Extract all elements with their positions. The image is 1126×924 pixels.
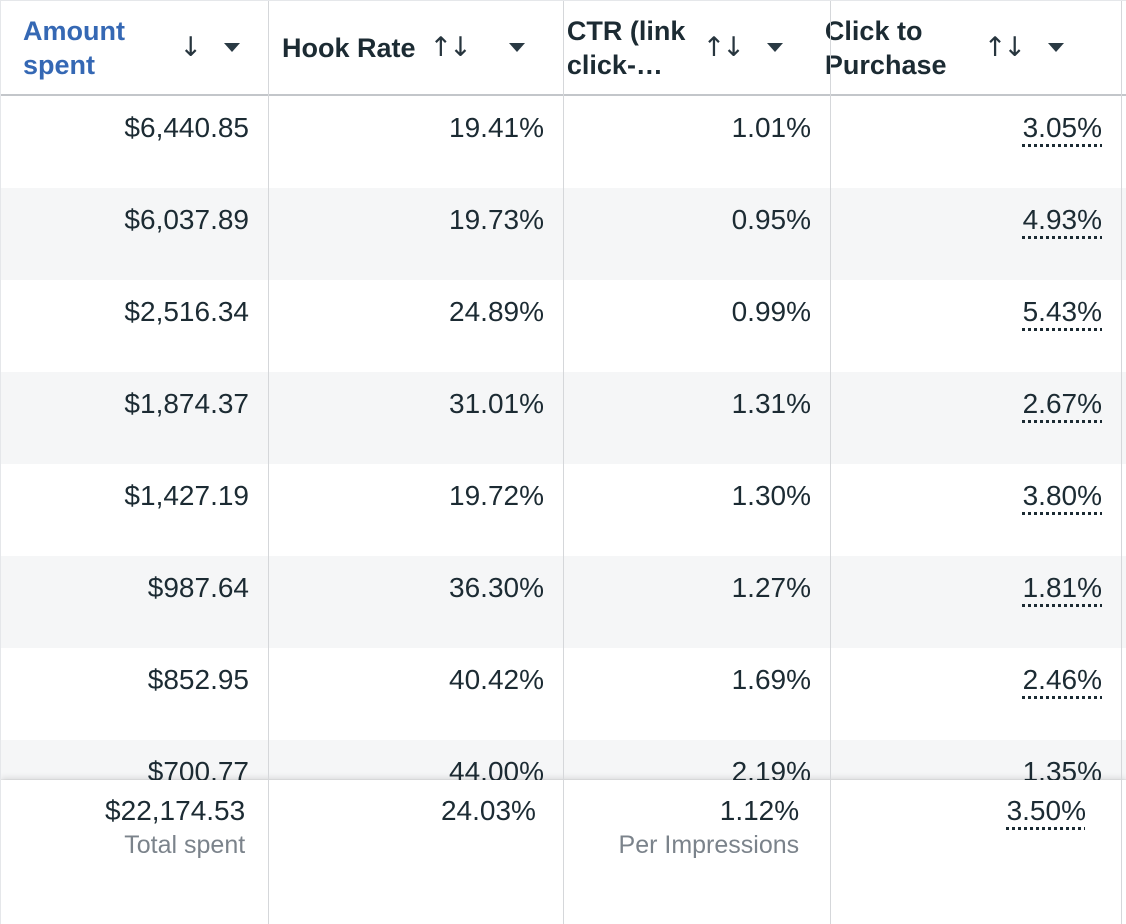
total-ctr: 1.12% Per Impressions [556, 780, 819, 924]
total-hook-rate: 24.03% [265, 780, 556, 924]
column-header-ctr[interactable]: CTR (link click-… ↑ ↓ [545, 1, 803, 94]
metric-tooltip-value[interactable]: 2.46% [1022, 664, 1102, 695]
metric-tooltip-value[interactable]: 3.80% [1022, 480, 1102, 511]
metric-tooltip-value[interactable]: 3.05% [1022, 112, 1102, 143]
cell-ctr: 0.99% [731, 296, 811, 327]
cell-amount-spent: $852.95 [147, 664, 249, 695]
cell-amount-spent: $1,427.19 [124, 480, 249, 511]
cell-ctr: 0.95% [731, 204, 811, 235]
cell-hook-rate: 19.73% [449, 204, 544, 235]
total-amount-spent: $22,174.53 Total spent [1, 780, 265, 924]
cell-hook-rate: 31.01% [449, 388, 544, 419]
cell-ctr: 1.69% [731, 664, 811, 695]
cell-click-to-purchase: 3.80% [831, 464, 1122, 556]
cell-hook-rate: 19.72% [449, 480, 544, 511]
next-column-sliver [1106, 780, 1126, 924]
metric-tooltip-value[interactable]: 4.93% [1022, 204, 1102, 235]
sort-toggle-icon[interactable]: ↑ ↓ [429, 32, 472, 63]
metric-tooltip-value[interactable]: 2.67% [1022, 388, 1102, 419]
cell-ctr: 1.27% [731, 572, 811, 603]
column-header-amount-spent[interactable]: Amount spent ↓ [1, 1, 260, 94]
cell-hook-rate: 36.30% [449, 572, 544, 603]
total-value: $22,174.53 [105, 795, 246, 826]
column-label: Amount spent [23, 15, 125, 80]
cell-ctr: 1.30% [731, 480, 811, 511]
caret-down-icon[interactable] [508, 43, 525, 52]
column-header-hook-rate[interactable]: Hook Rate ↑ ↓ [260, 1, 545, 94]
total-value: 1.12% [719, 795, 800, 826]
cell-amount-spent: $1,874.37 [124, 388, 249, 419]
cell-amount-spent: $2,516.34 [124, 296, 249, 327]
cell-ctr: 1.31% [731, 388, 811, 419]
caret-down-icon[interactable] [766, 43, 783, 52]
cell-amount-spent: $987.64 [147, 572, 249, 603]
column-label: CTR (link click-… [566, 15, 686, 80]
cell-click-to-purchase: 1.81% [831, 556, 1122, 648]
cell-click-to-purchase: 4.93% [831, 188, 1122, 280]
column-divider [268, 1, 269, 924]
metric-tooltip-value[interactable]: 1.81% [1022, 572, 1102, 603]
cell-click-to-purchase: 5.43% [831, 280, 1122, 372]
cell-hook-rate: 24.89% [449, 296, 544, 327]
cell-hook-rate: 40.42% [449, 664, 544, 695]
cell-click-to-purchase: 2.67% [831, 372, 1122, 464]
total-label: Per Impressions [618, 831, 800, 859]
total-click-to-purchase: 3.50% [819, 780, 1106, 924]
metric-tooltip-value[interactable]: 3.50% [1006, 795, 1086, 826]
caret-down-icon[interactable] [1048, 43, 1064, 52]
metric-tooltip-value[interactable]: 5.43% [1022, 296, 1102, 327]
cell-hook-rate: 19.41% [449, 112, 544, 143]
cell-click-to-purchase: 2.46% [831, 648, 1122, 740]
total-label: Total spent [124, 831, 246, 859]
cell-amount-spent: $6,037.89 [124, 204, 249, 235]
cell-click-to-purchase: 3.05% [831, 96, 1122, 188]
column-header-click-to-purchase[interactable]: Click to Purchase ↑ ↓ [803, 1, 1084, 94]
total-value: 24.03% [440, 795, 536, 826]
sort-toggle-icon[interactable]: ↑ ↓ [702, 32, 745, 63]
column-divider [1121, 1, 1122, 924]
column-label: Hook Rate [281, 32, 416, 63]
column-divider [830, 1, 831, 924]
sort-descending-icon[interactable]: ↓ [179, 32, 202, 63]
cell-amount-spent: $6,440.85 [124, 112, 249, 143]
column-divider [563, 1, 564, 924]
caret-down-icon[interactable] [223, 43, 240, 52]
sort-toggle-icon[interactable]: ↑ ↓ [983, 32, 1026, 63]
cell-ctr: 1.01% [731, 112, 811, 143]
column-label: Click to Purchase [824, 15, 947, 80]
next-column-sliver [1084, 1, 1126, 94]
